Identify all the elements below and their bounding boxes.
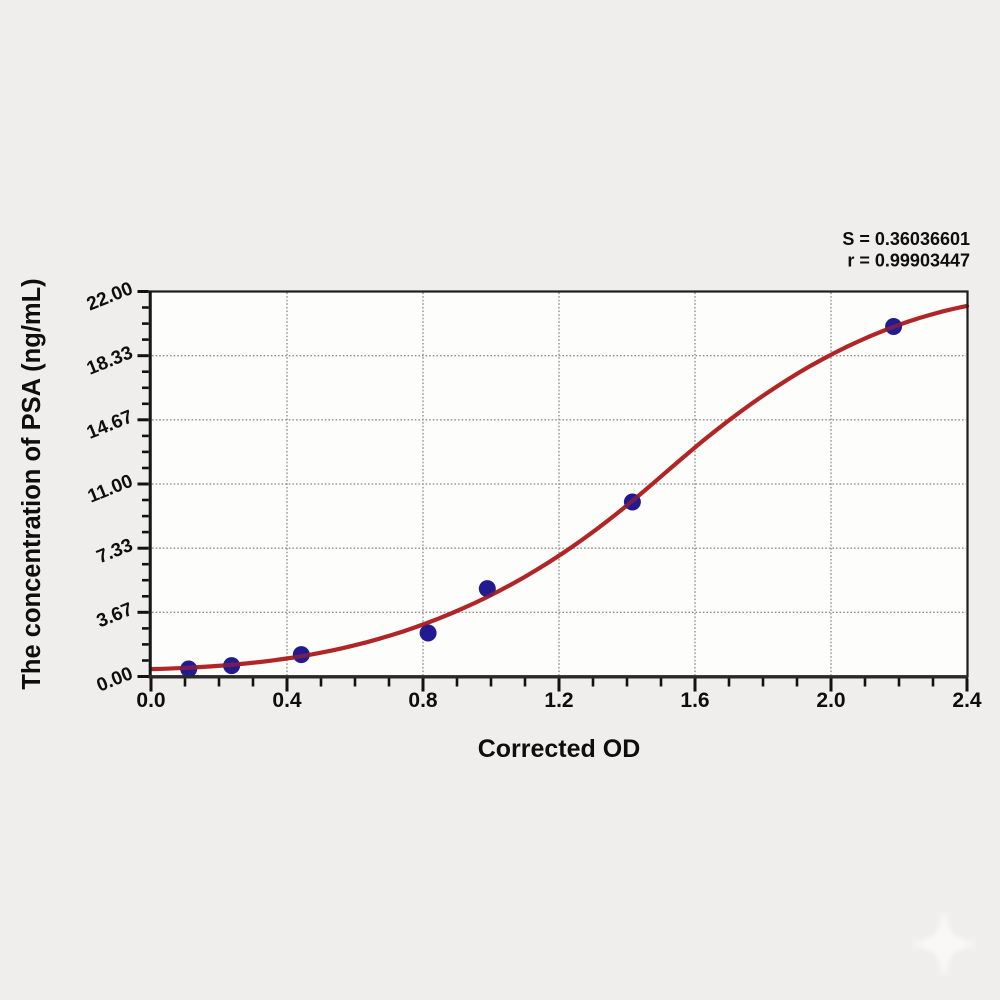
svg-text:0.4: 0.4 xyxy=(272,689,302,712)
svg-text:2.4: 2.4 xyxy=(952,689,982,712)
svg-text:r = 0.99903447: r = 0.99903447 xyxy=(847,251,970,271)
svg-text:0.0: 0.0 xyxy=(136,689,165,712)
svg-text:Corrected OD: Corrected OD xyxy=(478,735,641,763)
svg-text:1.6: 1.6 xyxy=(680,689,709,712)
svg-text:The concentration of PSA (ng/m: The concentration of PSA (ng/mL) xyxy=(18,278,46,689)
svg-text:2.0: 2.0 xyxy=(816,689,845,712)
svg-text:1.2: 1.2 xyxy=(544,689,573,712)
svg-text:S = 0.36036601: S = 0.36036601 xyxy=(842,229,970,249)
svg-text:0.8: 0.8 xyxy=(408,689,438,712)
